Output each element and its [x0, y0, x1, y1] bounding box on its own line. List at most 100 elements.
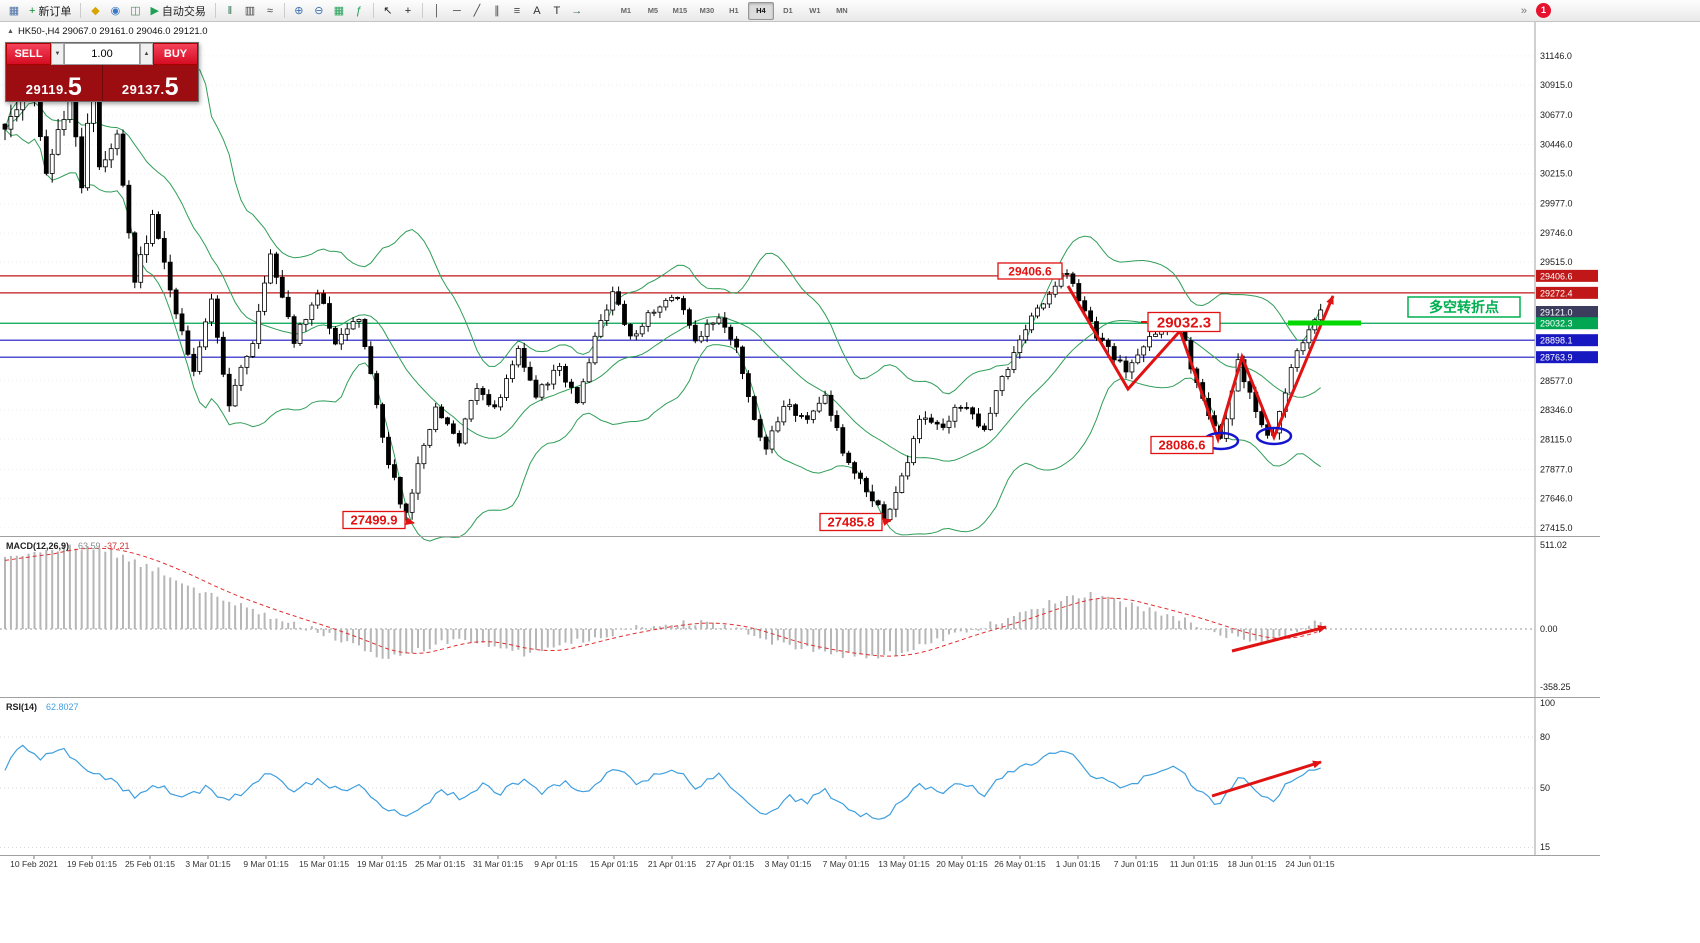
price-label-28898.1 [1536, 334, 1598, 347]
timeframe-mn-button[interactable]: MN [836, 6, 848, 15]
svg-text:21 Apr 01:15: 21 Apr 01:15 [648, 859, 696, 869]
macd-label: MACD(12,26,9) 63.59 -37.21 [6, 541, 130, 551]
new-order-button[interactable]: + 新订单 [24, 2, 76, 20]
svg-text:15 Mar 01:15: 15 Mar 01:15 [299, 859, 349, 869]
toolbar-separator [421, 3, 423, 18]
double-bottom-ellipse [1255, 426, 1293, 446]
price-label-29032.3 [1536, 317, 1598, 330]
notification-badge[interactable]: 1 [1536, 3, 1551, 18]
price-label-28763.9 [1536, 351, 1598, 364]
svg-text:27646.0: 27646.0 [1540, 494, 1573, 504]
svg-text:30677.0: 30677.0 [1540, 110, 1573, 120]
note-box [1407, 296, 1521, 318]
indicators-button[interactable]: ƒ [349, 2, 369, 20]
timeframe-m15-button[interactable]: M15 [672, 6, 688, 15]
one-click-trade-panel: SELL ▼ ▲ BUY 29119. 5 29137. 5 [5, 42, 199, 102]
quote-row: 29119. 5 29137. 5 [6, 65, 198, 101]
sell-button[interactable]: SELL [6, 43, 51, 65]
favorites-button[interactable]: ◆ [85, 2, 105, 20]
crosshair-button[interactable]: + [398, 2, 418, 20]
timeframe-m1-button[interactable]: M1 [620, 6, 632, 15]
price-callout-27499.9 [342, 510, 406, 530]
svg-text:19 Mar 01:15: 19 Mar 01:15 [357, 859, 407, 869]
favorites-icon: ◆ [91, 5, 100, 17]
svg-text:100: 100 [1540, 698, 1555, 708]
svg-text:31 Mar 01:15: 31 Mar 01:15 [473, 859, 523, 869]
text-label-button[interactable]: T [547, 2, 567, 20]
fibonacci-icon: ≡ [513, 4, 521, 17]
svg-text:29121.0: 29121.0 [1540, 308, 1573, 318]
new-order-button-label: 新订单 [38, 5, 72, 18]
bar-chart-icon: ‖ [227, 4, 233, 17]
data-window-button[interactable]: ◫ [125, 2, 145, 20]
sell-quote[interactable]: 29119. 5 [6, 65, 102, 101]
tile-windows-icon: ▦ [333, 5, 345, 17]
timeframe-h4-button[interactable]: H4 [747, 1, 774, 20]
volume-down-button[interactable]: ▼ [51, 43, 64, 65]
timeframe-d1-button[interactable]: D1 [783, 6, 793, 15]
buy-button[interactable]: BUY [153, 43, 198, 65]
buy-quote[interactable]: 29137. 5 [103, 65, 199, 101]
macd-signal-line [4, 547, 1321, 657]
text-tool-icon: A [533, 4, 541, 17]
volume-input[interactable] [64, 43, 140, 65]
volume-up-button[interactable]: ▲ [140, 43, 153, 65]
trendline-button[interactable]: ╱ [467, 2, 487, 20]
tile-windows-button[interactable]: ▦ [329, 2, 349, 20]
price-label-29272.4 [1536, 286, 1598, 299]
svg-text:MACD(12,26,9): MACD(12,26,9) [6, 541, 69, 551]
timeframe-m30-button[interactable]: M30 [699, 6, 715, 15]
toolbar-overflow-icon[interactable]: » [1520, 4, 1527, 17]
zoom-in-button[interactable]: ⊕ [289, 2, 309, 20]
svg-text:29515.0: 29515.0 [1540, 257, 1573, 267]
svg-text:3 Mar 01:15: 3 Mar 01:15 [185, 859, 231, 869]
timeframe-w1-button[interactable]: W1 [809, 6, 821, 15]
cursor-button[interactable]: ↖ [378, 2, 398, 20]
profiles-icon: ◉ [110, 5, 121, 17]
horizontal-line-button[interactable]: ─ [447, 2, 467, 20]
svg-text:15: 15 [1540, 842, 1550, 852]
svg-text:-358.25: -358.25 [1540, 682, 1571, 692]
svg-text:13 May 01:15: 13 May 01:15 [878, 859, 930, 869]
vertical-line-button[interactable]: │ [427, 2, 447, 20]
zoom-out-button[interactable]: ⊖ [309, 2, 329, 20]
crosshair-icon: + [404, 4, 412, 17]
line-chart-button[interactable]: ≈ [260, 2, 280, 20]
svg-text:18 Jun 01:15: 18 Jun 01:15 [1227, 859, 1276, 869]
svg-text:19 Feb 01:15: 19 Feb 01:15 [67, 859, 117, 869]
svg-text:62.8027: 62.8027 [46, 702, 79, 712]
fibonacci-button[interactable]: ≡ [507, 2, 527, 20]
svg-text:28086.6: 28086.6 [1159, 438, 1206, 453]
candlestick-chart-button[interactable]: ▥ [240, 2, 260, 20]
horizontal-line-icon: ─ [453, 4, 461, 17]
toolbar: ▦ + 新订单 ◆ ◉ ◫ ▶ 自动交易 ‖ ▥ ≈ ⊕ ⊖ ▦ ƒ ↖ + │ ─ ╱ ∥ ≡ A T → M1 M5 M15 M30… [0, 0, 1700, 22]
svg-text:27877.0: 27877.0 [1540, 464, 1573, 474]
buy-price-big-digit: 5 [164, 73, 179, 101]
timeframe-m5-button[interactable]: M5 [647, 6, 659, 15]
macd-trend-arrow [1231, 625, 1327, 653]
arrow-tools-button[interactable]: → [567, 2, 587, 20]
candlestick-chart-icon: ▥ [244, 5, 256, 17]
macd-panel: MACD(12,26,9) 63.59 -37.21 511.02 0.00 -358.2… [0, 540, 1571, 692]
svg-text:20 May 01:15: 20 May 01:15 [936, 859, 988, 869]
svg-text:29406.6: 29406.6 [1008, 264, 1052, 278]
chart-window-button[interactable]: ▦ [4, 2, 24, 20]
bar-chart-button[interactable]: ‖ [220, 2, 240, 20]
svg-text:25 Feb 01:15: 25 Feb 01:15 [125, 859, 175, 869]
auto-trading-button-label: 自动交易 [161, 5, 206, 18]
timeframe-h1-button[interactable]: H1 [729, 6, 739, 15]
channel-button[interactable]: ∥ [487, 2, 507, 20]
svg-text:29032.3: 29032.3 [1157, 314, 1211, 331]
svg-text:9 Mar 01:15: 9 Mar 01:15 [243, 859, 289, 869]
text-tool-button[interactable]: A [527, 2, 547, 20]
svg-text:28346.0: 28346.0 [1540, 405, 1573, 415]
profiles-button[interactable]: ◉ [105, 2, 125, 20]
auto-trading-button[interactable]: ▶ 自动交易 [145, 2, 210, 20]
trend-zigzag-arrow [1066, 285, 1335, 444]
auto-trading-button: ▶ [150, 5, 159, 17]
sell-price-big-digit: 5 [67, 73, 82, 101]
bollinger-lower [4, 128, 1321, 542]
zoom-in-icon: ⊕ [294, 5, 304, 17]
svg-text:27485.8: 27485.8 [828, 515, 875, 530]
